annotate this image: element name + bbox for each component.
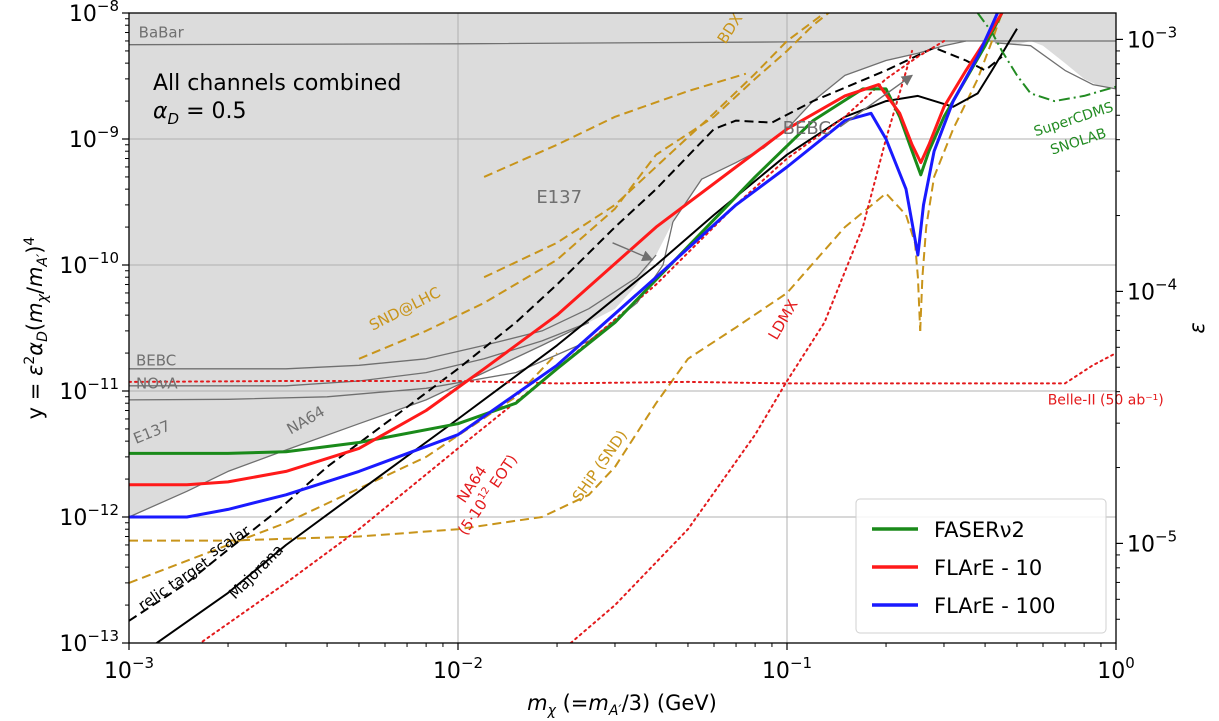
tick-label: 10−8: [69, 0, 119, 27]
series-line: [129, 13, 1004, 455]
annotation-label: BEBC: [136, 351, 176, 369]
series-line: [129, 40, 1116, 46]
tick-label: 10−12: [59, 501, 119, 531]
right-axis-label: ε: [1185, 322, 1209, 333]
legend-label: FLArE - 100: [934, 594, 1056, 618]
tick-label: 10−1: [762, 654, 812, 684]
y-axis-label: y = ε2αD(mχ/mA′)4: [22, 237, 51, 420]
y-axis-right: 10−5 10−4 10−3: [1116, 23, 1177, 620]
y-axis-left: 10−13 10−12 10−11 10−10 10−9 10−8: [59, 0, 129, 657]
legend-label: FASERν2: [934, 518, 1025, 542]
tick-label: 10−5: [1127, 527, 1177, 557]
series-line: [358, 13, 831, 360]
plot-frame: [128, 12, 1117, 644]
tick-label: 10−3: [104, 654, 154, 684]
annotation-label: Belle-II (50 ab⁻¹): [1048, 393, 1164, 409]
series-line: [129, 321, 590, 387]
note-line-1: All channels combined: [153, 71, 401, 96]
pointer-arrow: [612, 242, 654, 261]
x-axis-label: mχ (=mA′/3) (GeV): [527, 691, 717, 719]
tick-label: 10−9: [69, 123, 119, 153]
tick-label: 10−3: [1127, 23, 1177, 53]
pointer-arrow: [839, 74, 914, 128]
tick-label: 10−4: [1127, 275, 1177, 305]
series-line: [129, 46, 1003, 622]
series-line: [129, 192, 922, 542]
x-axis: 10−3 10−2 10−1 100: [104, 643, 1135, 684]
series-layer: [129, 13, 1116, 643]
legend: FASERν2 FLArE - 10 FLArE - 100: [855, 498, 1107, 634]
series-line: [919, 13, 1003, 331]
series-line: [995, 42, 1116, 90]
series-line: [129, 352, 1116, 385]
series-line: [483, 72, 747, 178]
annotation-label: BaBar: [139, 23, 185, 41]
note-line-2: αD = 0.5: [153, 99, 247, 128]
series-line: [129, 13, 1004, 487]
series-line: [129, 13, 1000, 519]
tick-label: 10−11: [59, 375, 119, 405]
series-line: [129, 254, 657, 370]
series-line: [569, 49, 914, 643]
annotation-label: E137: [536, 187, 582, 208]
legend-box: [855, 498, 1107, 634]
tick-label: 100: [1097, 654, 1135, 684]
annotation-label: NOνA: [136, 374, 178, 392]
series-line: [129, 352, 558, 584]
series-line: [154, 28, 1018, 643]
series-line: [976, 13, 1116, 103]
series-line: [483, 13, 826, 279]
legend-label: FLArE - 10: [934, 556, 1042, 580]
tick-label: 10−13: [59, 627, 119, 657]
annotation-label: BEBC: [783, 118, 831, 139]
arrow-layer: [612, 74, 914, 261]
tick-label: 10−10: [59, 249, 119, 279]
tick-label: 10−2: [433, 654, 483, 684]
